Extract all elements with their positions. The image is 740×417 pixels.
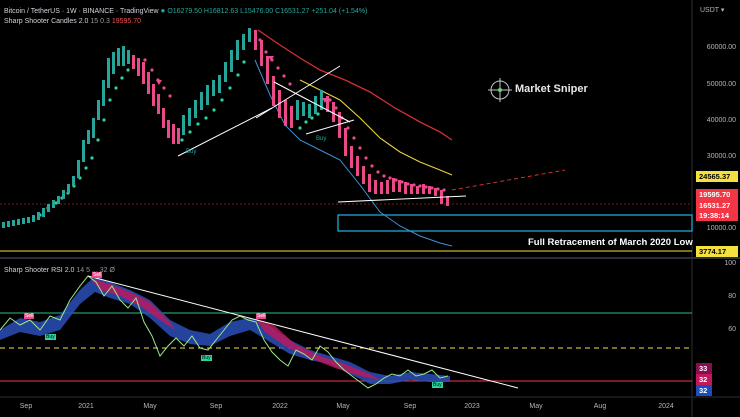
indicator-params: 15 0.3 xyxy=(90,18,110,25)
rsi-indicator-name[interactable]: Sharp Shooter RSI 2.0 xyxy=(4,267,75,274)
projection-line xyxy=(451,169,566,191)
retracement-annotation: Full Retracement of March 2020 Low xyxy=(528,237,693,248)
sell-arrow-icon xyxy=(156,80,162,85)
trendline-1 xyxy=(177,107,273,157)
price-tick: 10000.00 xyxy=(706,225,736,232)
rsi-params: 14 5 ... 32 Ø xyxy=(76,267,115,274)
rsi-tick: 100 xyxy=(724,260,736,267)
buy-signal-label: Buy xyxy=(316,136,327,142)
trailing-stop-down xyxy=(143,38,446,192)
price-tick: 60000.00 xyxy=(706,44,736,51)
rsi-ribbon-red-1 xyxy=(90,278,175,330)
rsi-tick: 60 xyxy=(728,326,736,333)
rsi-sell-marker: Sell xyxy=(256,313,267,319)
time-tick: Sep xyxy=(209,403,223,410)
trendline-2 xyxy=(255,65,341,119)
time-tick: Sep xyxy=(19,403,33,410)
rsi-value-tag: 32 xyxy=(696,374,712,385)
bar-countdown-tag: 19:38:14 xyxy=(696,210,738,221)
time-tick: 2021 xyxy=(78,403,94,410)
symbol-title[interactable]: Bitcoin / TetherUS · 1W · BINANCE · Trad… xyxy=(4,8,159,15)
rsi-sell-marker: Sell xyxy=(24,313,35,319)
mid-band-line xyxy=(299,79,453,176)
market-sniper-logo-icon xyxy=(488,78,512,102)
rsi-ribbon-red-2 xyxy=(255,318,380,380)
rsi-buy-marker: Buy xyxy=(432,382,443,388)
time-tick: May xyxy=(143,403,157,410)
sell-arrow-icon xyxy=(268,56,274,61)
buy-signal-label: Buy xyxy=(186,149,197,155)
rsi-trendline xyxy=(87,275,519,389)
currency-label: USDT xyxy=(700,7,719,14)
indicator-name[interactable]: Sharp Shooter Candles 2.0 xyxy=(4,18,89,25)
time-tick: 2022 xyxy=(272,403,288,410)
indicator-level-tag: 19595.70 xyxy=(696,189,738,200)
upper-band-line xyxy=(257,29,453,141)
rsi-value-tag: 32 xyxy=(696,385,712,396)
rsi-value-tag: 33 xyxy=(696,363,712,374)
trendline-5 xyxy=(337,195,467,203)
trendline-3 xyxy=(273,81,351,123)
time-tick: 2024 xyxy=(658,403,674,410)
indicator-legend[interactable]: Sharp Shooter Candles 2.0 15 0.3 19595.7… xyxy=(4,17,141,26)
price-tick: 30000.00 xyxy=(706,153,736,160)
support-zone xyxy=(337,214,693,232)
time-tick: 2023 xyxy=(464,403,480,410)
rsi-tick: 80 xyxy=(728,293,736,300)
ohlc-readout: O16279.50 H16812.63 L15476.00 C16531.27 … xyxy=(167,8,368,15)
sell-arrow-icon xyxy=(322,98,328,103)
price-tick: 50000.00 xyxy=(706,81,736,88)
indicator-value: 19595.70 xyxy=(111,18,142,25)
logo-text: Market Sniper xyxy=(515,83,588,95)
last-price-tag: 16531.27 xyxy=(696,200,738,211)
trendline-4 xyxy=(305,119,355,135)
time-tick: May xyxy=(336,403,350,410)
low-level-tag: 3774.17 xyxy=(696,246,738,257)
time-tick: Aug xyxy=(593,403,607,410)
candlesticks xyxy=(2,28,449,228)
level-tag-yellow: 24565.37 xyxy=(696,171,738,182)
price-tick: 40000.00 xyxy=(706,117,736,124)
rsi-ribbon-blue xyxy=(0,276,450,384)
rsi-legend[interactable]: Sharp Shooter RSI 2.0 14 5 ... 32 Ø xyxy=(4,266,115,275)
time-tick: Sep xyxy=(403,403,417,410)
currency-selector[interactable]: USDT ▾ xyxy=(700,6,724,14)
chevron-down-icon: ▾ xyxy=(720,7,725,14)
time-tick: May xyxy=(529,403,543,410)
chart-title-bar[interactable]: Bitcoin / TetherUS · 1W · BINANCE · Trad… xyxy=(4,6,367,16)
rsi-buy-marker: Buy xyxy=(201,355,212,361)
rsi-sell-marker: Sell xyxy=(92,272,103,278)
rsi-buy-marker: Buy xyxy=(45,334,56,340)
market-status-icon: ● xyxy=(160,6,166,15)
lower-band-line xyxy=(254,59,453,247)
